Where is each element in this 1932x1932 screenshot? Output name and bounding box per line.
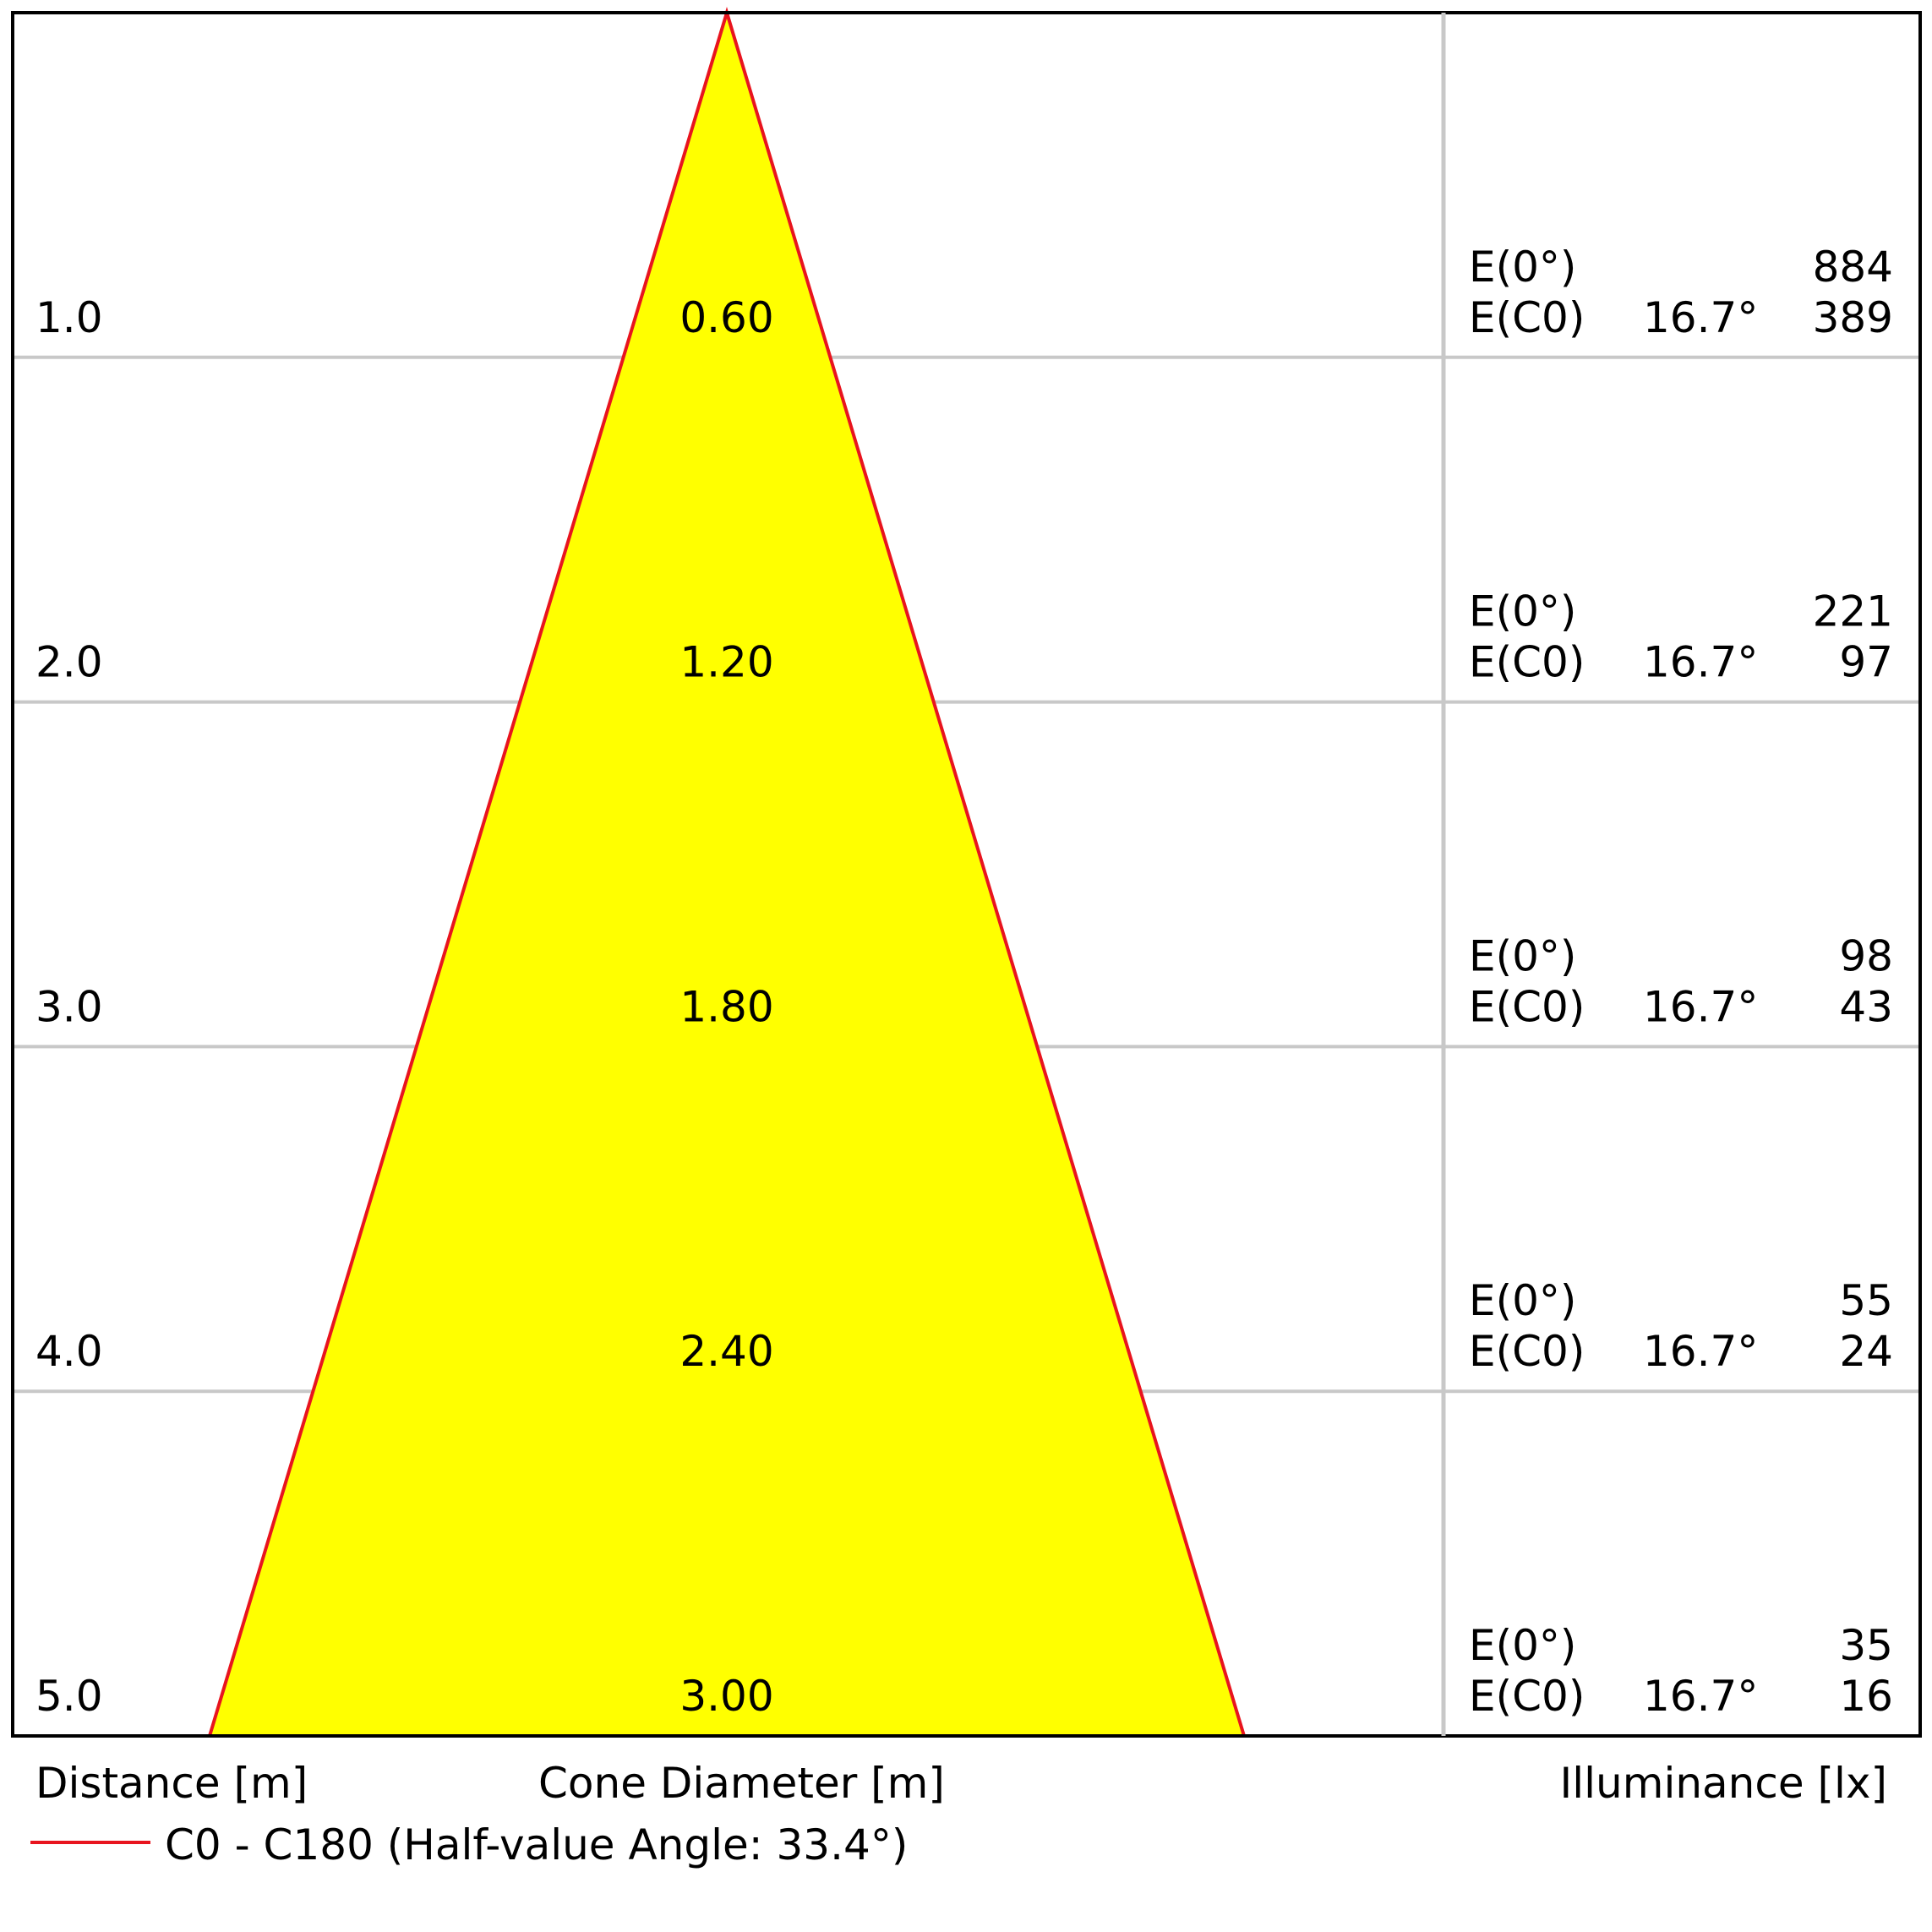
ec0-value: 389 [1813,293,1893,342]
ec0-label: E(C0) [1469,982,1585,1031]
e0-label: E(0°) [1469,1276,1576,1325]
distance-axis-label: Distance [m] [35,1759,308,1808]
cone-diameter-label: 0.60 [679,293,773,342]
cone-diameter-label: 1.80 [679,982,773,1031]
e0-value: 98 [1839,931,1893,980]
e0-value: 35 [1839,1621,1893,1670]
light-cone [207,7,1247,1738]
half-angle-label: 16.7° [1643,638,1758,687]
half-angle-label: 16.7° [1643,293,1758,342]
distance-tick-label: 5.0 [35,1672,103,1721]
half-angle-label: 16.7° [1643,1327,1758,1376]
e0-label: E(0°) [1469,1621,1576,1670]
e0-value: 884 [1813,243,1893,292]
cone-diameter-label: 2.40 [679,1327,773,1376]
distance-tick-label: 3.0 [35,982,103,1031]
e0-value: 55 [1839,1276,1893,1325]
distance-tick-label: 1.0 [35,293,103,342]
illuminance-axis-label: Illuminance [lx] [1560,1759,1887,1808]
e0-label: E(0°) [1469,587,1576,636]
ec0-label: E(C0) [1469,293,1585,342]
ec0-value: 43 [1839,982,1893,1031]
distance-tick-label: 4.0 [35,1327,103,1376]
ec0-label: E(C0) [1469,638,1585,687]
distance-tick-label: 2.0 [35,638,103,687]
half-angle-label: 16.7° [1643,982,1758,1031]
e0-label: E(0°) [1469,243,1576,292]
chart-frame [11,11,1922,1738]
ec0-value: 24 [1839,1327,1893,1376]
row-labels: 1.0 0.60 E(0°) 884 E(C0) 16.7° 389 2.0 1.20 E(0°)… [35,243,1893,1721]
ec0-label: E(C0) [1469,1327,1585,1376]
half-angle-label: 16.7° [1643,1672,1758,1721]
e0-value: 221 [1813,587,1893,636]
ec0-value: 16 [1839,1672,1893,1721]
diameter-axis-label: Cone Diameter [m] [538,1759,945,1808]
e0-label: E(0°) [1469,931,1576,980]
ec0-value: 97 [1839,638,1893,687]
cone-diameter-label: 1.20 [679,638,773,687]
legend-label: C0 - C180 (Half-value Angle: 33.4°) [165,1820,908,1869]
ec0-label: E(C0) [1469,1672,1585,1721]
cone-diameter-label: 3.00 [679,1672,773,1721]
